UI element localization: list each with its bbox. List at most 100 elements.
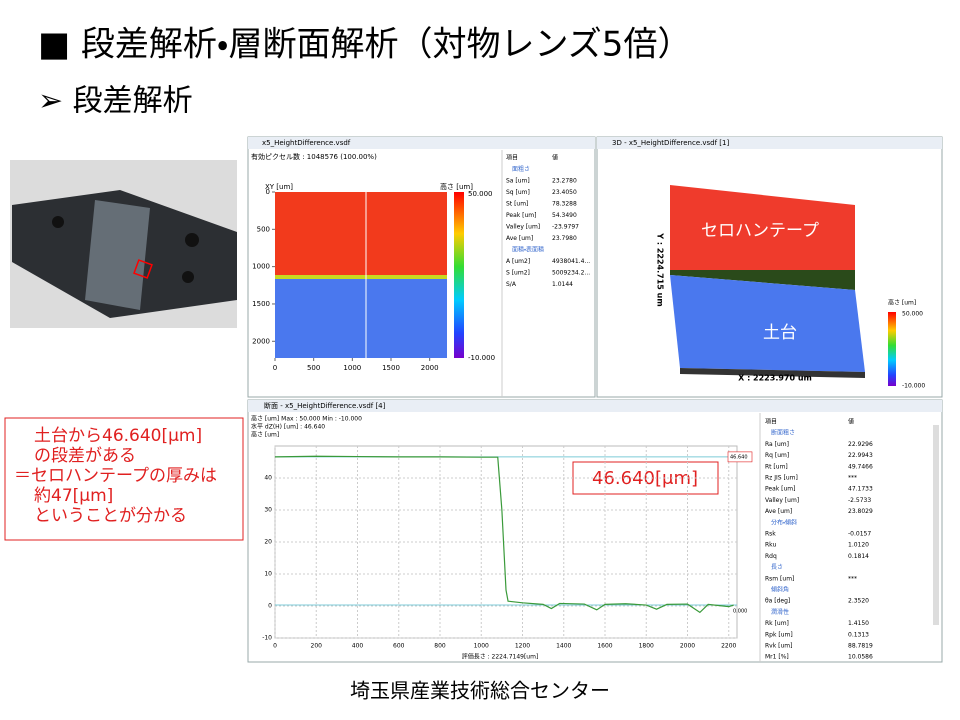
y-tick-label: 1000 [252, 263, 270, 271]
region-label: 土台 [763, 323, 797, 343]
table-cell: 0.1814 [848, 553, 869, 560]
pixel-count: 有効ピクセル数 : 1048576 (100.00%) [251, 152, 377, 161]
info-line: 水平 dZ(H) [um] : 46.640 [251, 423, 325, 431]
x-tick-label: 1200 [515, 643, 530, 650]
table-cell: Valley [um] [506, 224, 540, 231]
table-cell: 23.2780 [552, 178, 577, 185]
table-cell: 1.0144 [552, 281, 573, 288]
table-cell: 88.7819 [848, 643, 873, 650]
marker-label: 0.000 [733, 609, 747, 615]
table-cell: θa [deg] [765, 598, 790, 605]
x-tick-label: 800 [434, 643, 446, 650]
x-tick-label: 1000 [343, 364, 361, 372]
info-line: 高さ [um] [251, 431, 279, 439]
table-cell: Ra [um] [765, 441, 789, 448]
note-line: の段差がある [34, 446, 136, 466]
axis-label: X : 2223.970 um [738, 374, 812, 383]
profile-window [247, 399, 943, 663]
table-header: 項目 [765, 419, 777, 426]
y-tick-label: 1500 [252, 300, 270, 308]
table-header: 値 [848, 418, 854, 426]
table-group: 潤滑性 [771, 608, 789, 616]
x-tick-label: 0 [273, 643, 277, 650]
table-cell: Rk [um] [765, 620, 789, 627]
table-cell: 10.0586 [848, 654, 873, 661]
x-tick-label: 0 [273, 364, 277, 372]
table-cell: Peak [um] [506, 212, 536, 219]
table-cell: *** [848, 575, 857, 582]
table-cell: 54.3490 [552, 212, 577, 219]
table-cell: 23.7980 [552, 235, 577, 242]
y-tick-label: -10 [262, 635, 272, 642]
color-min: -10.000 [468, 354, 495, 362]
x-tick-label: 1400 [556, 643, 571, 650]
table-cell: Rpk [um] [765, 631, 793, 638]
table-cell: -23.9797 [552, 224, 579, 231]
table-cell: Rdq [765, 553, 777, 560]
table-cell: 49.7466 [848, 463, 873, 470]
sample-photo [10, 160, 237, 328]
table-cell: 23.8029 [848, 508, 873, 515]
table-cell: 47.1733 [848, 486, 873, 493]
table-cell: St [um] [506, 201, 528, 208]
table-cell: *** [848, 475, 857, 482]
view3d-window [596, 136, 943, 398]
y-tick-label: 2000 [252, 337, 270, 345]
footer: 埼玉県産業技術総合センター [350, 679, 610, 703]
note-line: ＝セロハンテープの厚みは [14, 466, 217, 486]
tab-title: 断面 - x5_HeightDifference.vsdf [4] [264, 401, 386, 410]
axis-label: XY [um] [265, 183, 293, 191]
table-cell: Peak [um] [765, 486, 795, 493]
y-tick-label: 500 [257, 225, 270, 233]
axis-label: Y : 2224.715 um [656, 232, 665, 306]
table-cell: A [um2] [506, 258, 530, 265]
x-axis-label: 評価長さ : 2224.7149[um] [462, 653, 539, 661]
x-tick-label: 500 [307, 364, 320, 372]
x-tick-label: 400 [352, 643, 364, 650]
y-tick-label: 30 [264, 507, 272, 514]
color-max: 50.000 [902, 311, 923, 318]
table-cell: Rsk [765, 531, 776, 538]
info-line: 高さ [um] Max : 50.000 Min : -10.000 [251, 415, 362, 423]
y-tick-label: 0 [266, 188, 270, 196]
tab-title: x5_HeightDifference.vsdf [262, 139, 351, 147]
color-min: -10.000 [902, 383, 925, 390]
table-cell: 23.4050 [552, 189, 577, 196]
table-cell: 4938041.4... [552, 258, 590, 265]
note-line: 約47[μm] [34, 486, 113, 506]
table-cell: Ave [um] [506, 235, 533, 242]
table-cell: Rku [765, 542, 776, 549]
table-cell: 22.9296 [848, 441, 873, 448]
table-cell: Rt [um] [765, 463, 788, 470]
table-cell: Rz JIS [um] [765, 475, 798, 482]
table-cell: -2.5733 [848, 497, 871, 504]
map-window [247, 136, 596, 398]
region-label: セロハンテープ [701, 221, 819, 241]
marker-box [727, 451, 753, 463]
table-cell: 1.4150 [848, 620, 869, 627]
note-box [4, 417, 244, 541]
slide-subtitle: ➢ 段差解析 [38, 84, 193, 119]
table-cell: S [um2] [506, 270, 530, 277]
table-cell: Rvk [um] [765, 643, 792, 650]
table-cell: Rsm [um] [765, 575, 794, 582]
table-cell: 5009234.2... [552, 270, 590, 277]
x-tick-label: 2200 [721, 643, 736, 650]
color-label: 高さ [um] [888, 299, 916, 307]
x-tick-label: 600 [393, 643, 405, 650]
table-cell: Rq [um] [765, 452, 789, 459]
y-tick-label: 40 [264, 475, 272, 482]
table-cell: Ave [um] [765, 508, 792, 515]
table-cell: Sa [um] [506, 178, 530, 185]
table-cell: 22.9943 [848, 452, 873, 459]
table-cell: Sq [um] [506, 189, 530, 196]
x-tick-label: 2000 [421, 364, 439, 372]
x-tick-label: 1000 [474, 643, 489, 650]
marker-label: 46.640 [730, 454, 748, 460]
table-cell: 0.1313 [848, 631, 869, 638]
table-cell: 2.3520 [848, 598, 869, 605]
x-tick-label: 200 [311, 643, 323, 650]
tab-title: 3D - x5_HeightDifference.vsdf [1] [612, 139, 729, 147]
table-cell: -0.0157 [848, 531, 871, 538]
